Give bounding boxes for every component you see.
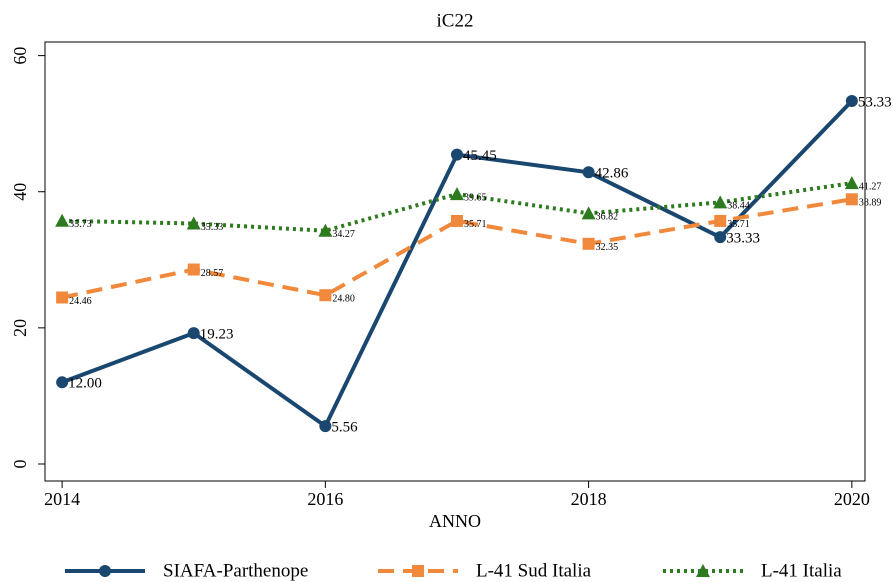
legend-marker <box>412 565 424 577</box>
x-tick-label: 2014 <box>44 489 80 509</box>
data-label: 24.80 <box>332 293 355 304</box>
data-point <box>319 289 332 302</box>
data-point <box>714 214 727 227</box>
legend-marker <box>99 565 111 577</box>
data-point <box>55 213 70 227</box>
data-label: 42.86 <box>595 166 629 182</box>
data-point <box>187 263 200 276</box>
data-point <box>845 95 858 108</box>
data-label: 34.27 <box>332 229 355 240</box>
data-point <box>582 237 595 250</box>
data-label: 32.35 <box>596 242 619 253</box>
y-tick-label: 0 <box>10 459 30 468</box>
data-label: 38.89 <box>859 198 882 209</box>
data-label: 41.27 <box>859 181 882 192</box>
data-label: 45.45 <box>463 148 497 164</box>
data-label: 38.44 <box>727 201 750 212</box>
data-point <box>714 231 727 244</box>
data-point <box>845 193 858 206</box>
data-label: 5.56 <box>331 420 358 436</box>
legend-label: SIAFA-Parthenope <box>163 560 308 581</box>
plot-frame <box>44 41 866 482</box>
chart-title: iC22 <box>437 10 474 31</box>
data-label: 33.33 <box>726 231 760 247</box>
legend-label: L-41 Italia <box>761 560 842 581</box>
data-point <box>450 214 463 227</box>
legend-marker <box>696 564 710 577</box>
x-tick-label: 2016 <box>307 489 343 509</box>
data-label: 35.71 <box>727 219 750 230</box>
y-tick-label: 40 <box>10 183 30 201</box>
data-point <box>187 327 200 340</box>
data-point <box>449 187 464 201</box>
x-tick-label: 2020 <box>834 489 870 509</box>
data-point <box>319 420 332 433</box>
data-point <box>56 291 69 304</box>
data-label: 28.57 <box>201 268 224 279</box>
data-label: 39.65 <box>464 192 487 203</box>
data-point <box>450 148 463 161</box>
data-label: 35.71 <box>464 219 487 230</box>
data-point <box>844 176 859 190</box>
data-label: 35.33 <box>201 222 224 233</box>
data-point <box>581 206 596 220</box>
data-point <box>56 376 69 389</box>
data-label: 35.73 <box>69 219 92 230</box>
y-tick-label: 60 <box>10 47 30 65</box>
x-axis-label: ANNO <box>429 511 481 531</box>
data-point <box>713 195 728 209</box>
data-point <box>582 166 595 179</box>
data-label: 36.82 <box>596 212 619 223</box>
data-label: 19.23 <box>200 327 234 343</box>
legend-label: L-41 Sud Italia <box>476 560 592 581</box>
data-point <box>186 216 201 230</box>
data-label: 53.33 <box>858 94 892 110</box>
x-tick-label: 2018 <box>571 489 607 509</box>
data-point <box>318 223 333 237</box>
data-label: 24.46 <box>69 296 92 307</box>
data-label: 12.00 <box>68 376 102 392</box>
y-tick-label: 20 <box>10 319 30 337</box>
